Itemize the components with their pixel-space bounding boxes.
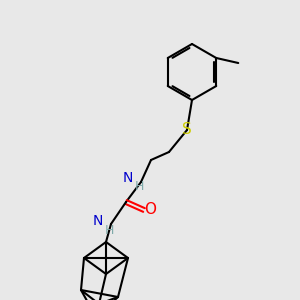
Text: H: H <box>104 224 114 236</box>
Text: N: N <box>123 171 133 185</box>
Text: S: S <box>182 122 192 137</box>
Text: H: H <box>134 181 144 194</box>
Text: O: O <box>144 202 156 217</box>
Text: N: N <box>93 214 103 228</box>
